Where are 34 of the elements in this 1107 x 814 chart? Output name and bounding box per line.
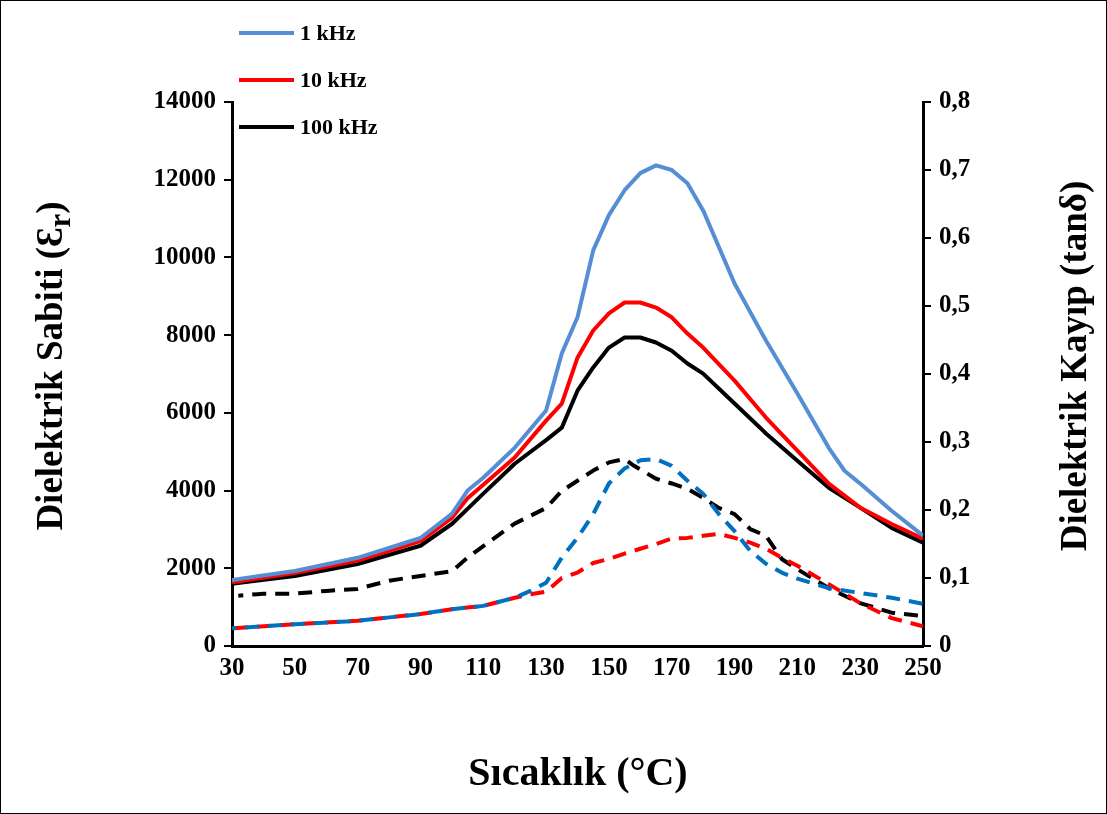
legend-label: 100 kHz [300,113,378,140]
y-tick-label: 0 [203,630,216,658]
y-tick-label: 8000 [166,319,216,347]
y2-axis-title: Dielektrik Kayıp (tanδ) [1051,180,1095,552]
x-tick-label: 130 [527,653,565,681]
x-tick-label: 170 [652,653,691,681]
y-tick-label: 6000 [166,397,216,425]
x-tick-label: 30 [219,653,245,681]
y-tick-label: 10000 [153,241,216,269]
y-tick-label: 14000 [153,86,216,114]
x-tick-label: 190 [715,653,754,681]
y2-tick-label: 0,7 [939,154,971,182]
x-tick-label: 110 [465,653,502,681]
x-tick-label: 50 [282,653,308,681]
x-tick-label: 230 [841,653,879,681]
y2-tick-label: 0,1 [939,562,971,590]
y2-tick-label: 0,5 [939,290,971,318]
y2-tick-label: 0,3 [939,426,971,454]
x-axis-title: Sıcaklık (°C) [468,747,688,795]
x-tick-label: 250 [904,653,942,681]
y2-tick-label: 0,6 [939,222,971,250]
y2-tick-label: 0 [939,630,952,658]
y-tick-label: 12000 [153,164,216,192]
x-tick-label: 210 [778,653,817,681]
x-tick-label: 90 [407,653,433,681]
y-tick-label: 2000 [166,552,216,580]
legend-label: 10 kHz [300,66,367,93]
y-tick-label: 4000 [166,475,216,503]
y2-tick-label: 0,4 [939,358,971,386]
legend-label: 1 kHz [300,19,356,46]
y2-tick-label: 0,2 [939,494,971,522]
x-tick-label: 150 [590,653,628,681]
x-tick-label: 70 [345,653,371,681]
y2-tick-label: 0,8 [939,86,971,114]
